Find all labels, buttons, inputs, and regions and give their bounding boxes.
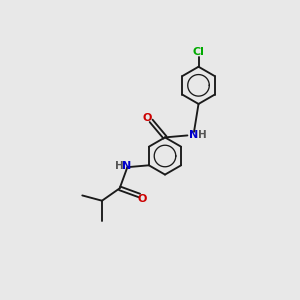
Text: O: O xyxy=(138,194,147,203)
Text: H: H xyxy=(115,161,123,171)
Text: Cl: Cl xyxy=(193,47,205,57)
Text: H: H xyxy=(198,130,207,140)
Text: N: N xyxy=(189,130,199,140)
Text: O: O xyxy=(143,113,152,123)
Text: N: N xyxy=(122,161,131,171)
